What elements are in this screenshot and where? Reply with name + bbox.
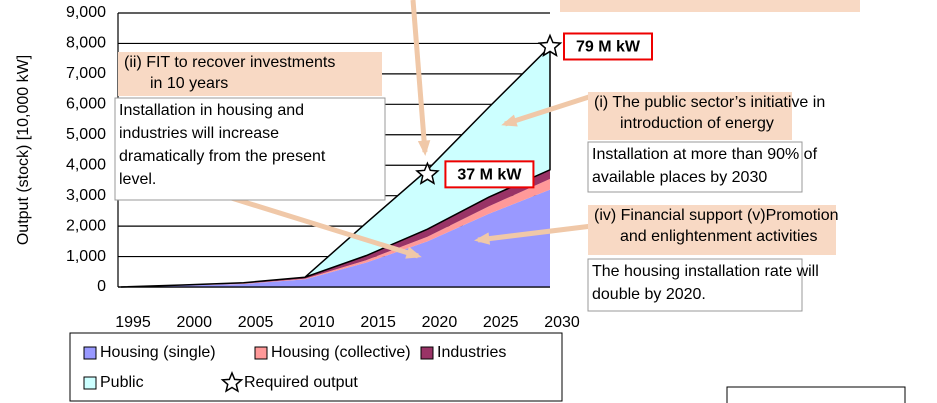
annotation-body: The housing installation rate will	[592, 263, 819, 280]
annotation-heading-box	[588, 205, 836, 255]
annotation-heading: in 10 years	[150, 75, 228, 92]
annotation-body: level.	[119, 171, 156, 188]
value-label-box	[444, 160, 535, 189]
legend-swatch	[83, 376, 97, 390]
legend	[69, 332, 563, 402]
y-tick-label: 3,000	[66, 187, 106, 204]
star	[537, 33, 563, 57]
y-tick-label: 2,000	[66, 217, 106, 234]
arrow-head	[474, 232, 491, 245]
annotation-heading: and enlightenment activities	[620, 228, 817, 245]
y-tick-label: 7,000	[66, 65, 106, 82]
annotation-heading: (i) The public sector’s initiative in	[594, 94, 825, 111]
x-tick-label: 2005	[238, 314, 274, 331]
annotation-body: Installation at more than 90% of	[592, 146, 818, 163]
annotation-heading-box	[118, 52, 382, 96]
legend-label: Housing (collective)	[271, 344, 411, 361]
annotation-body-box	[587, 141, 803, 193]
annotation-body-box	[587, 258, 803, 312]
arrow	[504, 93, 593, 127]
x-tick-label: 1995	[115, 314, 151, 331]
x-tick-label: 2020	[422, 314, 458, 331]
arrow-head	[501, 114, 518, 127]
empty-box	[726, 386, 906, 403]
value-label: 37 M kW	[457, 167, 522, 184]
annotation-heading: (iv) Financial support (v)Promotion	[594, 207, 839, 224]
legend-star	[220, 371, 244, 393]
annotation-heading: introduction of energy	[620, 115, 774, 132]
y-tick-label: 1,000	[66, 248, 106, 265]
y-tick-label: 0	[97, 278, 106, 295]
annotation-body: industries will increase	[119, 125, 279, 142]
annotation-heading-box	[588, 92, 792, 140]
area	[121, 189, 550, 287]
legend-label: Required output	[244, 374, 358, 391]
y-tick-label: 8,000	[66, 35, 106, 52]
y-tick-label: 4,000	[66, 156, 106, 173]
y-tick-label: 6,000	[66, 96, 106, 113]
annotation-body: available places by 2030	[592, 169, 767, 186]
legend-label: Public	[100, 374, 144, 391]
y-axis-label: Output (stock) [10,000 kW]	[15, 55, 32, 245]
star	[415, 161, 440, 185]
arrow	[477, 223, 593, 243]
x-tick-label: 2030	[544, 314, 580, 331]
annotation-body: Installation in housing and	[119, 102, 304, 119]
legend-label: Housing (single)	[100, 344, 216, 361]
legend-label: Industries	[437, 344, 506, 361]
arrow	[224, 193, 419, 259]
arrow	[410, 0, 428, 153]
annotation-body: dramatically from the present	[119, 148, 326, 165]
legend-swatch	[83, 346, 97, 360]
arrow-head	[417, 140, 431, 156]
y-tick-label: 5,000	[66, 126, 106, 143]
y-tick-label: 9,000	[66, 4, 106, 21]
value-label: 79 M kW	[576, 39, 641, 56]
x-tick-label: 2000	[176, 314, 212, 331]
annotation-body: double by 2020.	[592, 286, 706, 303]
annotation-body-box	[114, 97, 386, 201]
x-tick-label: 2025	[483, 314, 519, 331]
annotation-heading: (ii) FIT to recover investments	[124, 54, 335, 71]
value-label-box	[563, 32, 653, 61]
legend-swatch	[254, 346, 268, 360]
x-tick-label: 2010	[299, 314, 335, 331]
arrow-head	[405, 246, 422, 259]
legend-swatch	[420, 346, 434, 360]
cut-box	[560, 0, 860, 12]
x-tick-label: 2015	[360, 314, 396, 331]
